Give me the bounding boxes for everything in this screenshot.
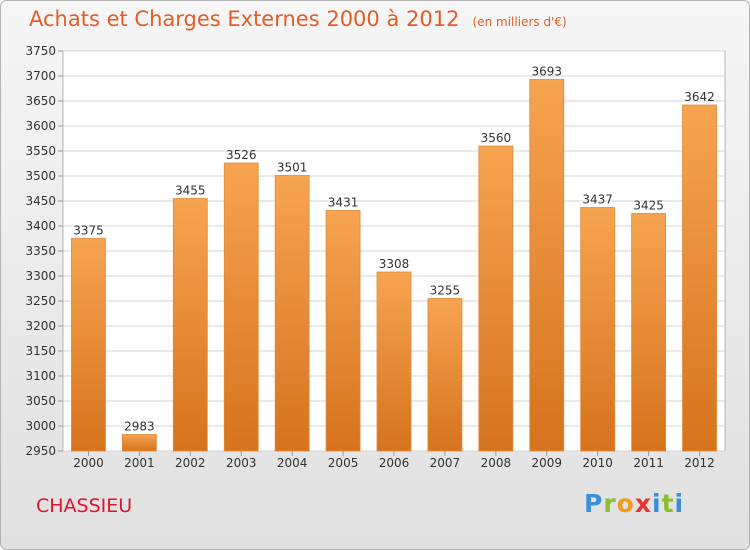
y-tick-label: 3200 (25, 319, 56, 333)
x-tick-label: 2007 (430, 456, 461, 470)
y-tick-label: 3600 (25, 119, 56, 133)
y-tick-label: 3150 (25, 344, 56, 358)
y-tick-label: 3000 (25, 419, 56, 433)
x-tick-label: 2010 (582, 456, 613, 470)
y-tick-label: 3350 (25, 244, 56, 258)
x-tick-label: 2008 (481, 456, 512, 470)
bar-2008 (478, 145, 514, 452)
y-tick-label: 3700 (25, 69, 56, 83)
x-tick-label: 2000 (73, 456, 104, 470)
bar-2010 (580, 207, 616, 452)
bar-2001 (121, 434, 157, 452)
logo-letter: i (674, 489, 685, 518)
y-tick-label: 3050 (25, 394, 56, 408)
data-label-2005: 3431 (328, 196, 359, 210)
proxiti-logo[interactable]: Proxiti (584, 489, 684, 518)
data-label-2010: 3437 (582, 193, 613, 207)
data-label-2011: 3425 (633, 199, 664, 213)
data-label-2002: 3455 (175, 184, 206, 198)
bar-2011 (631, 213, 667, 452)
y-tick-label: 3450 (25, 194, 56, 208)
bar-2002 (172, 198, 208, 452)
y-tick-label: 3100 (25, 369, 56, 383)
data-labels: 3375 2983 3455 3526 3501 3431 3308 3255 3560 3693… (73, 65, 715, 434)
y-tick-label: 3250 (25, 294, 56, 308)
chart-title: Achats et Charges Externes 2000 à 2012 (… (29, 7, 567, 31)
data-label-2012: 3642 (684, 90, 715, 104)
city-name: CHASSIEU (36, 495, 133, 517)
data-label-2001: 2983 (124, 420, 155, 434)
bar-2005 (325, 210, 361, 452)
y-tick-label: 3500 (25, 169, 56, 183)
y-tick-label: 3750 (25, 44, 56, 58)
y-tick-label: 2950 (25, 444, 56, 458)
title-text: Achats et Charges Externes 2000 à 2012 (29, 7, 460, 31)
y-tick-label: 3400 (25, 219, 56, 233)
bar-2003 (223, 162, 259, 452)
x-axis-ticks: 2000 2001 2002 2003 2004 2005 2006 2007 2008 2009… (73, 451, 715, 470)
x-tick-label: 2011 (633, 456, 664, 470)
data-label-2008: 3560 (481, 131, 512, 145)
bar-2009 (529, 79, 565, 452)
logo-letter: o (616, 489, 635, 518)
bar-2006 (376, 271, 412, 452)
data-label-2000: 3375 (73, 224, 104, 238)
x-tick-label: 2003 (226, 456, 257, 470)
bars (71, 79, 717, 452)
bar-2007 (427, 298, 463, 452)
x-tick-label: 2009 (531, 456, 562, 470)
bar-2012 (682, 104, 717, 452)
x-tick-label: 2001 (124, 456, 155, 470)
x-tick-label: 2005 (328, 456, 359, 470)
data-label-2006: 3308 (379, 257, 410, 271)
logo-letter: P (584, 489, 604, 518)
x-tick-label: 2004 (277, 456, 308, 470)
bar-2004 (274, 175, 310, 452)
y-tick-label: 3300 (25, 269, 56, 283)
y-tick-label: 3550 (25, 144, 56, 158)
x-tick-label: 2012 (684, 456, 715, 470)
data-label-2007: 3255 (430, 284, 461, 298)
logo-letter: r (603, 489, 617, 518)
x-tick-label: 2002 (175, 456, 206, 470)
y-axis-ticks: 2950 3000 3050 3100 3150 3200 3250 3300 3350 3400… (25, 44, 63, 458)
data-label-2003: 3526 (226, 148, 257, 162)
y-tick-label: 3650 (25, 94, 56, 108)
logo-letter: i (652, 489, 662, 518)
data-label-2009: 3693 (531, 65, 562, 79)
logo-letter: t (661, 489, 675, 518)
unit-text: (en milliers d'€) (472, 15, 567, 29)
logo-letter: x (634, 489, 652, 518)
bar-2000 (71, 238, 106, 452)
x-tick-label: 2006 (379, 456, 410, 470)
data-label-2004: 3501 (277, 161, 308, 175)
